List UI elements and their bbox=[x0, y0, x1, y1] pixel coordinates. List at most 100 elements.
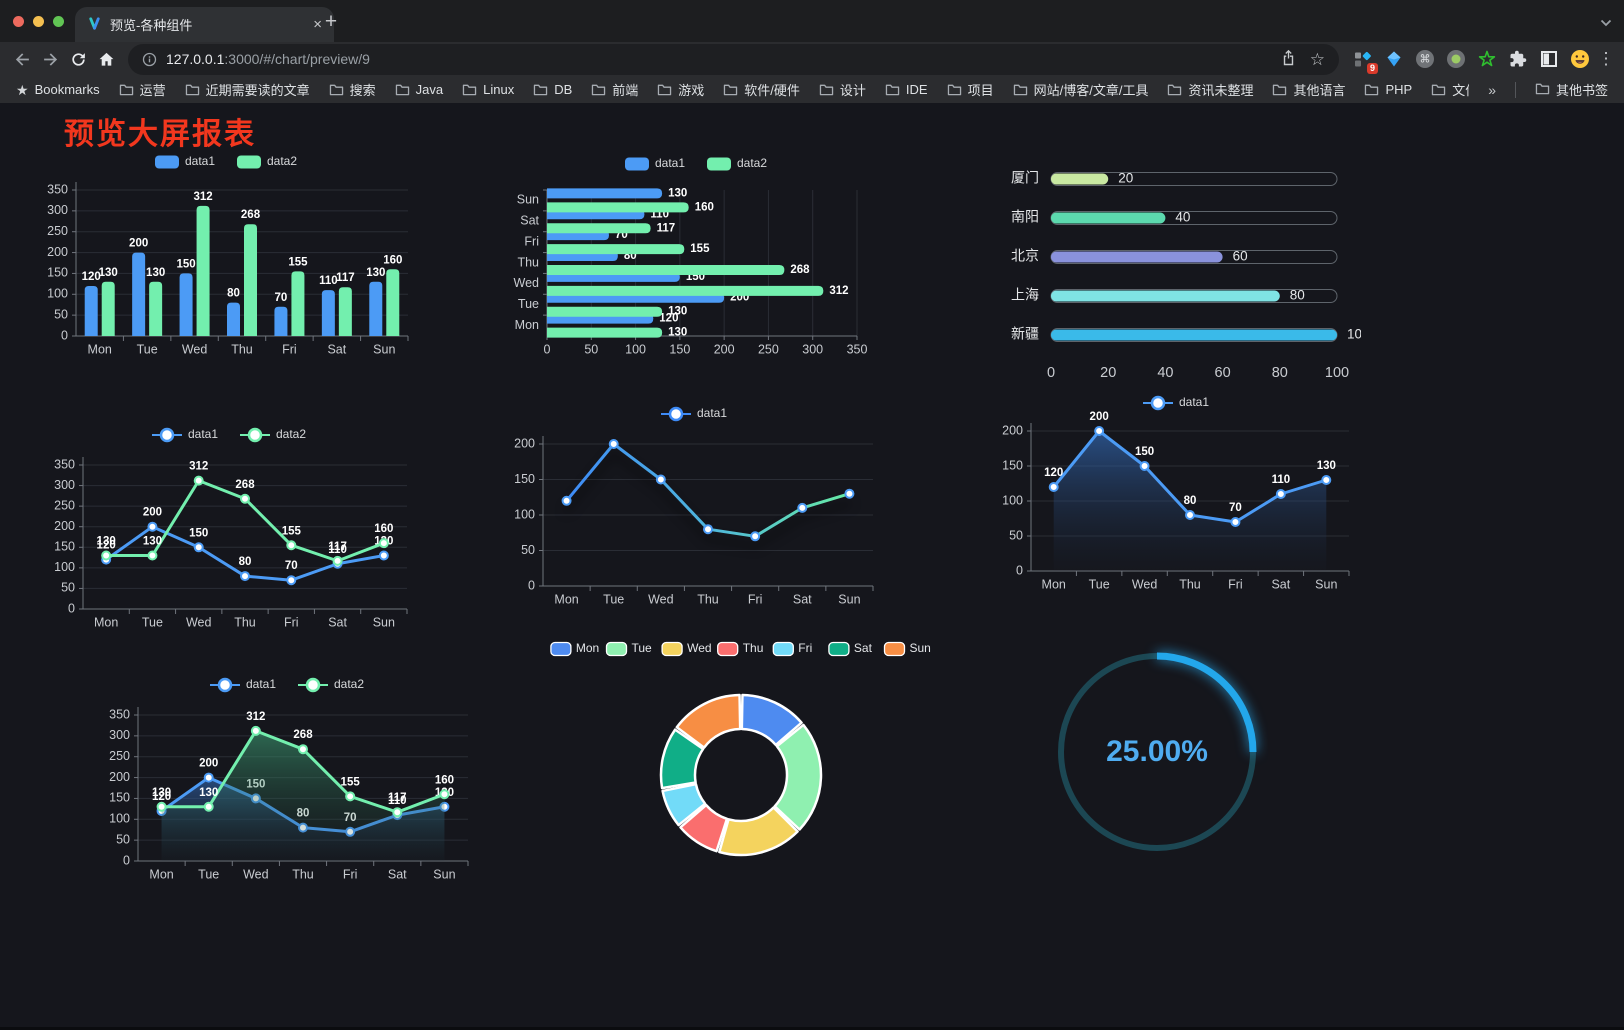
bookmark-folder-item[interactable]: 搜索 bbox=[329, 80, 376, 99]
folder-icon bbox=[329, 84, 343, 96]
bookmarks-overflow-chevron[interactable]: » bbox=[1488, 81, 1496, 98]
folder-icon bbox=[119, 84, 133, 96]
svg-text:155: 155 bbox=[282, 525, 302, 537]
zoom-window-button[interactable] bbox=[53, 16, 64, 27]
chart-donut[interactable]: Mon Tue Wed Thu Fri Sat Sun bbox=[545, 635, 937, 861]
svg-text:0: 0 bbox=[544, 342, 551, 356]
traffic-lights bbox=[13, 16, 64, 27]
bookmark-folder-item[interactable]: Java bbox=[395, 82, 443, 97]
svg-text:100: 100 bbox=[1325, 365, 1349, 381]
svg-text:350: 350 bbox=[54, 457, 75, 471]
chart-line-two-series[interactable]: 0 50 100 150 200 250 300 350 Mon Tue Wed Thu Fri Sat S… bbox=[45, 421, 419, 635]
bookmark-folder-item[interactable]: 游戏 bbox=[657, 80, 704, 99]
svg-text:160: 160 bbox=[383, 254, 402, 266]
bookmark-folder-item[interactable]: 文件服务器 bbox=[1431, 80, 1469, 99]
address-bar[interactable]: 127.0.0.1:3000/#/chart/preview/9 ☆ bbox=[128, 43, 1339, 75]
chart-capsule-progress[interactable]: 厦门 20 南阳 40 北京 60 上海 80 新疆 100 0 20 40 60 80 100 bbox=[993, 153, 1370, 385]
svg-text:100: 100 bbox=[1002, 493, 1023, 507]
bookmark-folder-item[interactable]: 前端 bbox=[591, 80, 638, 99]
svg-text:350: 350 bbox=[109, 707, 130, 721]
extension-command-icon[interactable]: ⌘ bbox=[1413, 47, 1437, 71]
bookmark-folder-item[interactable]: 近期需要读的文章 bbox=[185, 80, 310, 99]
svg-text:0: 0 bbox=[1016, 563, 1023, 577]
svg-text:250: 250 bbox=[54, 498, 75, 512]
svg-text:Sat: Sat bbox=[854, 641, 873, 655]
chart-gradient-line[interactable]: 0 50 100 150 200 Mon Tue Wed Thu Fri Sat Sun data1 bbox=[505, 400, 889, 614]
minimize-window-button[interactable] bbox=[33, 16, 44, 27]
site-info-icon[interactable] bbox=[142, 52, 157, 67]
url-path: :3000/#/chart/preview/9 bbox=[224, 51, 370, 67]
svg-text:Mon: Mon bbox=[576, 641, 599, 655]
svg-text:data1: data1 bbox=[655, 156, 685, 170]
other-bookmarks-item[interactable]: 其他书签 bbox=[1535, 80, 1608, 99]
svg-text:100: 100 bbox=[54, 560, 75, 574]
browser-menu-icon[interactable]: ⋮ bbox=[1597, 49, 1615, 68]
bookmark-folder-item[interactable]: Linux bbox=[462, 82, 514, 97]
svg-text:Thu: Thu bbox=[1179, 577, 1201, 591]
svg-text:Fri: Fri bbox=[798, 641, 812, 655]
extension-star-icon[interactable] bbox=[1475, 47, 1499, 71]
svg-text:130: 130 bbox=[668, 187, 687, 199]
svg-text:312: 312 bbox=[189, 461, 208, 473]
bookmarks-manager-item[interactable]: ★ Bookmarks bbox=[16, 82, 100, 97]
svg-text:130: 130 bbox=[1317, 460, 1336, 472]
svg-text:北京: 北京 bbox=[1011, 248, 1039, 264]
svg-text:Wed: Wed bbox=[648, 592, 674, 606]
tab-close-icon[interactable]: × bbox=[313, 16, 322, 33]
svg-text:80: 80 bbox=[1290, 288, 1305, 303]
svg-text:Mon: Mon bbox=[88, 342, 112, 356]
svg-text:160: 160 bbox=[435, 774, 454, 786]
bookmark-folder-item[interactable]: 设计 bbox=[819, 80, 866, 99]
svg-text:120: 120 bbox=[82, 271, 101, 283]
extension-emoji-icon[interactable] bbox=[1568, 47, 1592, 71]
svg-text:50: 50 bbox=[1009, 528, 1023, 542]
bookmark-folder-item[interactable]: 项目 bbox=[947, 80, 994, 99]
reload-button[interactable] bbox=[64, 45, 92, 73]
bookmark-folder-item[interactable]: 网站/博客/文章/工具 bbox=[1013, 80, 1148, 99]
svg-text:0: 0 bbox=[123, 853, 130, 867]
chart-grouped-bar[interactable]: 0 50 100 150 200 250 300 350 Mon Tue Wed Thu Fri Sat S… bbox=[40, 148, 418, 360]
extension-proxy-icon[interactable]: 9 bbox=[1351, 47, 1378, 74]
tab-search-chevron-icon[interactable] bbox=[1600, 14, 1612, 32]
extension-contrast-icon[interactable] bbox=[1537, 47, 1561, 71]
back-button[interactable] bbox=[8, 45, 36, 73]
bookmark-folder-item[interactable]: DB bbox=[533, 82, 572, 97]
svg-text:Fri: Fri bbox=[748, 592, 763, 606]
folder-icon bbox=[592, 84, 606, 96]
bookmark-folder-item[interactable]: 软件/硬件 bbox=[723, 80, 800, 99]
svg-text:Tue: Tue bbox=[518, 297, 539, 311]
svg-text:250: 250 bbox=[47, 224, 68, 238]
extension-dot-icon[interactable] bbox=[1444, 47, 1468, 71]
svg-text:130: 130 bbox=[668, 306, 687, 318]
browser-tab[interactable]: 预览-各种组件 × bbox=[75, 7, 334, 42]
svg-text:117: 117 bbox=[388, 792, 407, 804]
bookmark-folder-item[interactable]: 运营 bbox=[119, 80, 166, 99]
extensions-puzzle-icon[interactable] bbox=[1506, 47, 1530, 71]
svg-text:Mon: Mon bbox=[515, 318, 539, 332]
bookmark-star-icon[interactable]: ☆ bbox=[1309, 49, 1325, 69]
extension-gem-icon[interactable] bbox=[1382, 47, 1406, 71]
bookmark-folder-item[interactable]: PHP bbox=[1364, 82, 1412, 97]
svg-text:Fri: Fri bbox=[524, 234, 539, 248]
svg-text:data1: data1 bbox=[246, 677, 276, 691]
chart-ring-progress[interactable]: 25.00% bbox=[1046, 641, 1268, 863]
share-icon[interactable] bbox=[1281, 49, 1296, 69]
bookmarks-label: Bookmarks bbox=[34, 82, 100, 97]
chart-area-single[interactable]: 0 50 100 150 200 Mon Tue Wed Thu Fri Sat Sun data1 12… bbox=[993, 389, 1365, 597]
svg-text:120: 120 bbox=[659, 313, 678, 325]
svg-text:150: 150 bbox=[54, 540, 75, 554]
svg-text:350: 350 bbox=[47, 182, 68, 196]
close-window-button[interactable] bbox=[13, 16, 24, 27]
new-tab-button[interactable]: + bbox=[324, 10, 338, 33]
chart-area-two-series[interactable]: 0 50 100 150 200 250 300 350 Mon Tue Wed Thu Fri Sat S… bbox=[100, 671, 480, 887]
bookmark-folder-item[interactable]: 其他语言 bbox=[1272, 80, 1345, 99]
bookmark-folder-item[interactable]: IDE bbox=[885, 82, 928, 97]
svg-text:Mon: Mon bbox=[1042, 577, 1066, 591]
svg-text:50: 50 bbox=[116, 832, 130, 846]
bookmark-folder-item[interactable]: 资讯未整理 bbox=[1167, 80, 1253, 99]
svg-text:Fri: Fri bbox=[343, 867, 358, 881]
home-button[interactable] bbox=[92, 45, 120, 73]
chart-horizontal-bar[interactable]: 0 50 100 150 200 250 300 350 Mon Tue Wed Thu Fri Sat S… bbox=[503, 150, 895, 362]
forward-button[interactable] bbox=[36, 45, 64, 73]
folder-icon bbox=[658, 84, 672, 96]
